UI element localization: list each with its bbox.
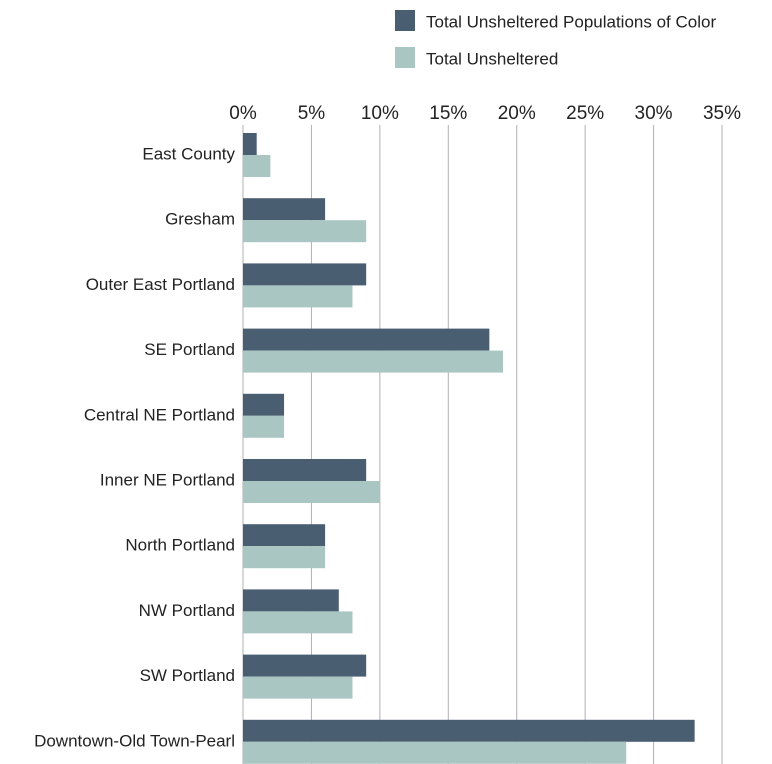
x-tick-label: 15%: [429, 103, 467, 124]
x-tick-label: 20%: [498, 103, 536, 124]
legend-label: Total Unsheltered: [426, 49, 558, 68]
bar: [243, 350, 504, 373]
legend-swatch: [395, 10, 415, 31]
category-label: SE Portland: [144, 340, 235, 359]
x-tick-label: 30%: [635, 103, 673, 124]
legend-label: Total Unsheltered Populations of Color: [426, 12, 716, 31]
category-label: Gresham: [165, 210, 235, 229]
bar: [243, 611, 353, 634]
category-label: Outer East Portland: [86, 275, 235, 294]
bar: [243, 155, 271, 177]
bar: [243, 654, 367, 677]
bar: [243, 415, 285, 438]
category-label: SW Portland: [140, 666, 235, 685]
category-label: NW Portland: [139, 601, 235, 620]
bar: [243, 328, 490, 351]
category-label: Inner NE Portland: [100, 470, 235, 489]
bar: [243, 676, 353, 699]
category-label: Downtown-Old Town-Pearl: [34, 731, 235, 750]
bar: [243, 263, 367, 286]
bar: [243, 285, 353, 308]
x-tick-label: 10%: [361, 103, 399, 124]
x-tick-label: 35%: [703, 103, 741, 124]
bar: [243, 393, 285, 416]
category-label: East County: [142, 144, 235, 163]
bar: [243, 741, 627, 764]
x-tick-label: 0%: [229, 103, 257, 124]
bar: [243, 524, 326, 547]
category-label: North Portland: [125, 536, 235, 555]
bar: [243, 133, 257, 155]
bar: [243, 198, 326, 221]
legend-swatch: [395, 47, 415, 68]
bar: [243, 546, 326, 569]
x-tick-label: 5%: [298, 103, 326, 124]
bar: [243, 589, 339, 612]
category-label: Central NE Portland: [84, 405, 235, 424]
bar: [243, 719, 695, 742]
bar: [243, 220, 367, 243]
x-tick-label: 25%: [566, 103, 604, 124]
bar: [243, 481, 380, 503]
bar: [243, 459, 367, 481]
